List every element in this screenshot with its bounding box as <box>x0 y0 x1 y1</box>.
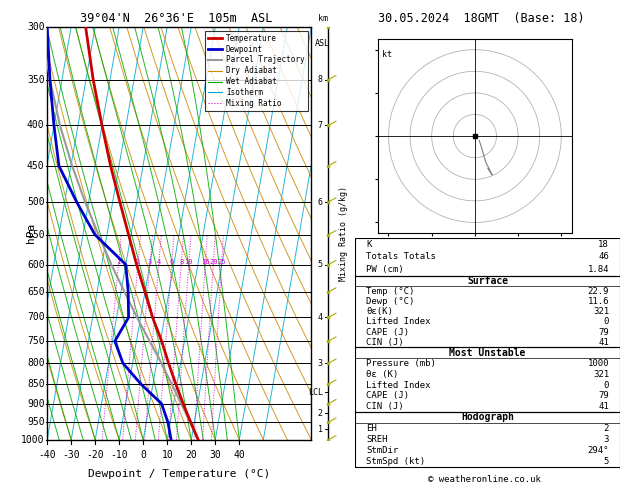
Text: -20: -20 <box>86 450 104 460</box>
Text: 25: 25 <box>217 259 226 264</box>
Text: Temp (°C): Temp (°C) <box>366 287 415 295</box>
Text: 750: 750 <box>27 336 45 346</box>
Text: CIN (J): CIN (J) <box>366 338 404 347</box>
Text: 900: 900 <box>27 399 45 409</box>
Text: 20: 20 <box>186 450 197 460</box>
Text: -40: -40 <box>38 450 56 460</box>
Text: 300: 300 <box>27 22 45 32</box>
Text: CAPE (J): CAPE (J) <box>366 328 409 337</box>
Text: 2: 2 <box>318 409 323 417</box>
Bar <box>355 276 620 347</box>
Text: CIN (J): CIN (J) <box>366 402 404 411</box>
Text: K: K <box>366 240 371 249</box>
Text: 294°: 294° <box>587 446 609 455</box>
Text: 550: 550 <box>27 230 45 240</box>
Text: 16: 16 <box>201 259 209 264</box>
Text: 8: 8 <box>318 75 323 84</box>
Text: 950: 950 <box>27 417 45 427</box>
Text: 7: 7 <box>318 121 323 130</box>
Text: Most Unstable: Most Unstable <box>449 348 526 358</box>
Text: 500: 500 <box>27 197 45 207</box>
Text: StmSpd (kt): StmSpd (kt) <box>366 456 425 466</box>
Text: 41: 41 <box>598 338 609 347</box>
Text: 1000: 1000 <box>587 359 609 368</box>
Text: Dewpoint / Temperature (°C): Dewpoint / Temperature (°C) <box>88 469 270 479</box>
Text: CAPE (J): CAPE (J) <box>366 391 409 400</box>
Text: 6: 6 <box>318 197 323 207</box>
Text: 10: 10 <box>162 450 173 460</box>
Text: 5: 5 <box>604 456 609 466</box>
Text: 41: 41 <box>598 402 609 411</box>
Text: 0: 0 <box>604 317 609 327</box>
Text: 321: 321 <box>593 370 609 379</box>
Text: EH: EH <box>366 424 377 433</box>
Text: 30: 30 <box>209 450 221 460</box>
Text: 6: 6 <box>170 259 174 264</box>
Text: 350: 350 <box>27 75 45 85</box>
Text: hPa: hPa <box>26 223 36 243</box>
Text: 3: 3 <box>148 259 152 264</box>
Text: 40: 40 <box>233 450 245 460</box>
Text: 20: 20 <box>209 259 218 264</box>
Text: 18: 18 <box>598 240 609 249</box>
Text: θε(K): θε(K) <box>366 307 393 316</box>
Text: 800: 800 <box>27 358 45 368</box>
Text: 4: 4 <box>157 259 161 264</box>
Text: 1: 1 <box>318 425 323 434</box>
Text: 600: 600 <box>27 260 45 270</box>
Text: 39°04'N  26°36'E  105m  ASL: 39°04'N 26°36'E 105m ASL <box>80 12 272 25</box>
Text: 4: 4 <box>318 313 323 322</box>
Text: 0: 0 <box>604 381 609 390</box>
Text: km: km <box>318 14 328 22</box>
Text: 0: 0 <box>140 450 146 460</box>
Text: 321: 321 <box>593 307 609 316</box>
Text: 46: 46 <box>598 252 609 261</box>
Text: ASL: ASL <box>315 39 330 48</box>
Text: 1.84: 1.84 <box>587 265 609 274</box>
Text: 2: 2 <box>136 259 140 264</box>
Text: 22.9: 22.9 <box>587 287 609 295</box>
Bar <box>355 238 620 276</box>
Text: 3: 3 <box>318 359 323 368</box>
Text: -10: -10 <box>111 450 128 460</box>
Text: 8: 8 <box>179 259 183 264</box>
Text: 79: 79 <box>598 391 609 400</box>
Text: Pressure (mb): Pressure (mb) <box>366 359 436 368</box>
Legend: Temperature, Dewpoint, Parcel Trajectory, Dry Adiabat, Wet Adiabat, Isotherm, Mi: Temperature, Dewpoint, Parcel Trajectory… <box>205 31 308 111</box>
Text: 30.05.2024  18GMT  (Base: 18): 30.05.2024 18GMT (Base: 18) <box>378 12 584 25</box>
Text: Dewp (°C): Dewp (°C) <box>366 297 415 306</box>
Text: 450: 450 <box>27 161 45 171</box>
Bar <box>355 412 620 467</box>
Text: 850: 850 <box>27 379 45 389</box>
Bar <box>355 347 620 412</box>
Text: 1: 1 <box>116 259 121 264</box>
Text: 2: 2 <box>604 424 609 433</box>
Text: -30: -30 <box>62 450 80 460</box>
Text: 5: 5 <box>318 260 323 269</box>
Text: Lifted Index: Lifted Index <box>366 381 430 390</box>
Text: θε (K): θε (K) <box>366 370 398 379</box>
Text: Lifted Index: Lifted Index <box>366 317 430 327</box>
Text: © weatheronline.co.uk: © weatheronline.co.uk <box>428 474 541 484</box>
Text: 1000: 1000 <box>21 435 45 445</box>
Text: 79: 79 <box>598 328 609 337</box>
Text: 650: 650 <box>27 287 45 297</box>
Text: Surface: Surface <box>467 276 508 286</box>
Text: 700: 700 <box>27 312 45 322</box>
Text: kt: kt <box>382 50 392 59</box>
Text: 400: 400 <box>27 121 45 130</box>
Text: LCL: LCL <box>308 387 323 397</box>
Text: Hodograph: Hodograph <box>461 412 514 422</box>
Text: 3: 3 <box>604 434 609 444</box>
Text: StmDir: StmDir <box>366 446 398 455</box>
Text: 11.6: 11.6 <box>587 297 609 306</box>
Text: 10: 10 <box>184 259 193 264</box>
Text: Totals Totals: Totals Totals <box>366 252 436 261</box>
Text: SREH: SREH <box>366 434 387 444</box>
Text: Mixing Ratio (g/kg): Mixing Ratio (g/kg) <box>339 186 348 281</box>
Text: PW (cm): PW (cm) <box>366 265 404 274</box>
